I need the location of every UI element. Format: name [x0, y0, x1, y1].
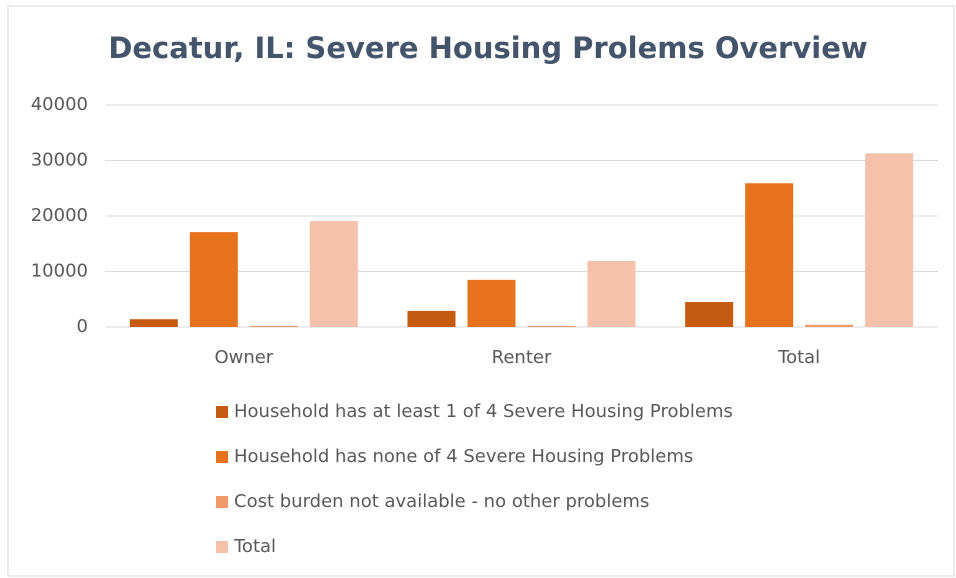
- chart-title: Decatur, IL: Severe Housing Prolems Over…: [108, 31, 867, 65]
- bar: [805, 324, 854, 327]
- bar: [467, 279, 516, 327]
- legend-label: Household has at least 1 of 4 Severe Hou…: [234, 401, 733, 422]
- x-tick-label: Renter: [492, 347, 552, 368]
- bar: [745, 183, 794, 327]
- y-tick-label: 20000: [31, 205, 88, 226]
- bar: [309, 220, 358, 327]
- y-tick-label: 30000: [31, 150, 88, 171]
- bar: [129, 319, 178, 327]
- x-tick-label: Total: [777, 347, 820, 368]
- legend-label: Household has none of 4 Severe Housing P…: [234, 446, 693, 467]
- legend-swatch: [216, 541, 228, 553]
- y-tick-label: 10000: [31, 261, 88, 282]
- bar: [189, 232, 238, 327]
- y-tick-label: 40000: [31, 94, 88, 115]
- y-tick-label: 0: [77, 316, 88, 337]
- bar: [407, 310, 456, 327]
- bar: [527, 325, 576, 327]
- bar: [249, 325, 298, 327]
- bar: [685, 302, 734, 327]
- legend-swatch: [216, 496, 228, 508]
- legend-label: Cost burden not available - no other pro…: [234, 491, 649, 512]
- legend-swatch: [216, 406, 228, 418]
- bar: [865, 153, 914, 327]
- legend-label: Total: [233, 536, 276, 557]
- legend-swatch: [216, 451, 228, 463]
- x-tick-label: Owner: [214, 347, 273, 368]
- bar: [587, 260, 636, 327]
